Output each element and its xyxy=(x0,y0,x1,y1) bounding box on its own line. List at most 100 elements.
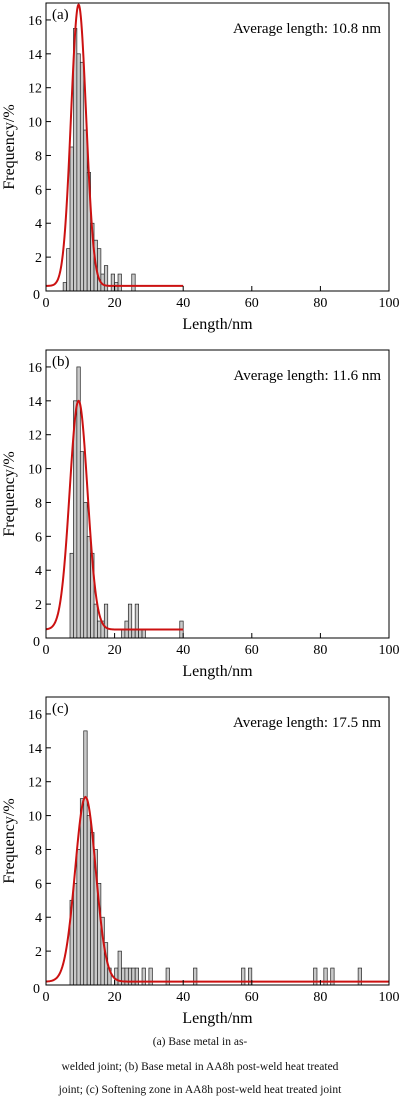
panel-2: 0 20 40 60 80 100 2 4 6 8 10 12 14 16 0 Length/nm Freque… xyxy=(1,349,400,680)
x-tick-label: 20 xyxy=(108,296,122,311)
histogram-bar xyxy=(83,129,88,292)
histogram-bar xyxy=(110,273,115,292)
y-tick-label: 16 xyxy=(28,14,42,29)
histogram-bar xyxy=(131,629,136,639)
fit-curve xyxy=(46,3,184,287)
y-tick-label: 4 xyxy=(35,217,42,232)
y-tick-label: 6 xyxy=(35,877,42,892)
histogram-bar xyxy=(134,603,139,639)
plot-frame xyxy=(45,349,390,639)
y-tick-label: 6 xyxy=(35,530,42,545)
histogram-bar xyxy=(93,603,98,639)
histogram-bar xyxy=(62,282,67,292)
y-axis-label: Frequency/% xyxy=(1,798,18,883)
histogram-bar xyxy=(138,629,143,639)
x-tick-label: 20 xyxy=(108,990,122,1005)
y-tick-label: 10 xyxy=(28,116,42,131)
y-tick-label: 8 xyxy=(35,496,42,511)
histogram-bar xyxy=(86,815,91,986)
y-tick-label: 10 xyxy=(28,463,42,478)
x-tick-label: 80 xyxy=(313,990,327,1005)
average-length-annotation: Average length: 10.8 nm xyxy=(233,21,381,37)
average-length-annotation: Average length: 11.6 nm xyxy=(234,368,382,384)
caption-line-1: (a) Base metal in as- xyxy=(152,1036,248,1048)
histogram-bar xyxy=(69,552,74,639)
histogram-bar xyxy=(131,273,136,292)
caption-line-3: joint; (c) Softening zone in AA8h post-w… xyxy=(58,1084,342,1096)
x-tick-label: 100 xyxy=(379,990,400,1005)
y-tick-label: 4 xyxy=(35,564,42,579)
histogram-bar xyxy=(73,882,78,986)
histogram-bar xyxy=(121,629,126,639)
y-axis-label: Frequency/% xyxy=(1,104,18,189)
y-tick-label: 14 xyxy=(28,48,42,63)
x-tick-label: 60 xyxy=(245,990,259,1005)
histogram-bar xyxy=(83,502,88,639)
y-tick-label: 12 xyxy=(28,776,42,791)
y-tick-label: 12 xyxy=(28,82,42,97)
origin-label: 0 xyxy=(33,982,40,997)
histogram-bar xyxy=(76,849,81,986)
x-tick-label: 60 xyxy=(245,643,259,658)
x-tick-label: 40 xyxy=(176,990,190,1005)
histogram-bar xyxy=(83,730,88,986)
y-tick-label: 14 xyxy=(28,395,42,410)
histogram-bar xyxy=(79,451,85,639)
y-tick-label: 8 xyxy=(35,843,42,858)
x-tick-label: 0 xyxy=(43,643,50,658)
average-length-annotation: Average length: 17.5 nm xyxy=(233,715,381,731)
histogram-bar xyxy=(97,620,102,639)
y-tick-label: 10 xyxy=(28,810,42,825)
histogram-bar xyxy=(69,146,74,292)
histogram-bar xyxy=(141,629,146,639)
y-axis-label: Frequency/% xyxy=(1,451,18,536)
figure: 0 20 40 60 80 1002468101214160Length/nmFreque… xyxy=(1,2,400,1027)
histogram-bar xyxy=(66,248,71,292)
panel-label: (b) xyxy=(52,354,70,370)
fit-curve xyxy=(45,795,389,983)
panel-1: 0 20 40 60 80 100 2 4 6 8 10 12 14 16 0 Length/nm Freque… xyxy=(1,2,400,333)
histogram-bar xyxy=(127,603,133,639)
x-tick-label: 0 xyxy=(43,296,50,311)
y-tick-label: 16 xyxy=(28,361,42,376)
x-axis-label: Length/nm xyxy=(182,1010,253,1027)
x-tick-label: 0 xyxy=(43,990,50,1005)
fit-curve xyxy=(45,399,184,631)
x-axis-label: Length/nm xyxy=(182,316,253,333)
plot-frame xyxy=(45,2,390,292)
panel-label: (a) xyxy=(52,7,69,23)
x-tick-label: 40 xyxy=(176,643,190,658)
histogram-bar xyxy=(79,61,85,292)
origin-label: 0 xyxy=(33,635,40,650)
x-tick-label: 60 xyxy=(245,296,259,311)
y-tick-label: 16 xyxy=(28,708,42,723)
x-axis-label: Length/nm xyxy=(182,663,253,680)
x-tick-label: 100 xyxy=(379,296,400,311)
histogram-bar xyxy=(103,603,109,639)
panel-3: 0 20 40 60 80 100 2 4 6 8 10 12 14 16 0 Length/nm Freque… xyxy=(1,696,400,1027)
panel-label: (c) xyxy=(52,701,69,717)
x-tick-label: 20 xyxy=(108,643,122,658)
histogram-bar xyxy=(114,967,119,986)
y-tick-label: 2 xyxy=(35,598,42,613)
y-tick-label: 14 xyxy=(28,742,42,757)
x-tick-label: 80 xyxy=(313,643,327,658)
histogram-bar xyxy=(103,265,109,292)
x-tick-label: 80 xyxy=(313,296,327,311)
x-tick-label: 100 xyxy=(379,643,400,658)
histogram-bar xyxy=(117,273,122,292)
y-tick-label: 4 xyxy=(35,911,42,926)
histogram-bar xyxy=(76,53,81,292)
y-tick-label: 8 xyxy=(35,149,42,164)
y-tick-label: 12 xyxy=(28,429,42,444)
origin-label: 0 xyxy=(33,288,40,303)
y-tick-label: 2 xyxy=(35,945,42,960)
y-tick-label: 6 xyxy=(35,183,42,198)
histogram-bar xyxy=(79,798,85,986)
plot-frame xyxy=(45,696,390,986)
histogram-bar xyxy=(86,535,91,639)
caption-line-2: welded joint; (b) Base metal in AA8h pos… xyxy=(61,1061,339,1073)
x-tick-label: 40 xyxy=(176,296,190,311)
y-tick-label: 2 xyxy=(35,251,42,266)
histogram-bar xyxy=(97,248,102,292)
